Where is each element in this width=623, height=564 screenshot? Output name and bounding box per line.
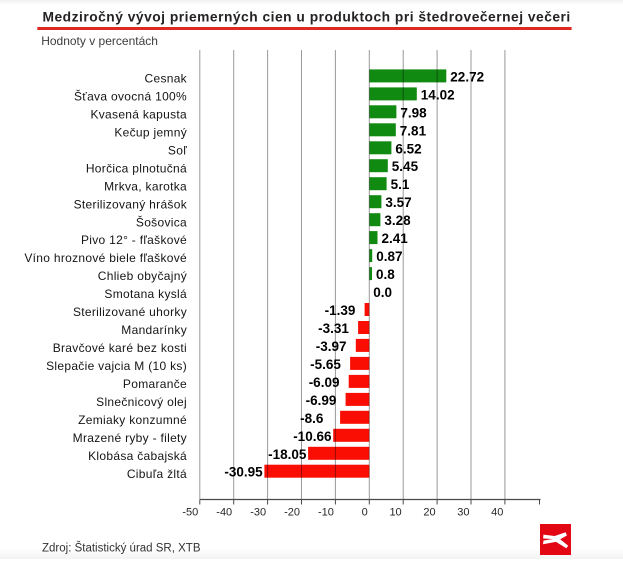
svg-text:-10: -10 — [318, 506, 334, 518]
svg-text:2.41: 2.41 — [382, 231, 409, 246]
svg-text:Sterilizovaný hrášok: Sterilizovaný hrášok — [74, 197, 188, 211]
svg-text:7.98: 7.98 — [400, 105, 427, 120]
svg-text:7.81: 7.81 — [400, 123, 427, 138]
svg-text:Zdroj: Štatistický úrad SR, XT: Zdroj: Štatistický úrad SR, XTB — [42, 542, 201, 555]
svg-text:0.87: 0.87 — [376, 249, 402, 264]
svg-text:Šťava ovocná 100%: Šťava ovocná 100% — [74, 89, 187, 104]
svg-text:-8.6: -8.6 — [300, 411, 324, 426]
svg-text:10: 10 — [389, 506, 401, 518]
svg-text:Hodnoty v percentách: Hodnoty v percentách — [41, 34, 158, 48]
svg-text:Klobása čabajská: Klobása čabajská — [88, 449, 187, 463]
svg-text:20: 20 — [423, 506, 435, 518]
svg-text:Cibuľa žltá: Cibuľa žltá — [127, 467, 187, 481]
svg-text:Bravčové karé bez kosti: Bravčové karé bez kosti — [53, 341, 187, 355]
svg-text:6.52: 6.52 — [395, 141, 421, 156]
svg-text:0: 0 — [362, 506, 368, 518]
svg-text:40: 40 — [491, 506, 503, 518]
svg-text:Soľ: Soľ — [168, 143, 187, 157]
svg-text:Smotana kyslá: Smotana kyslá — [104, 287, 187, 301]
svg-text:-5.65: -5.65 — [310, 357, 341, 372]
svg-text:Pomaranče: Pomaranče — [123, 377, 187, 391]
svg-text:Medziročný vývoj priemerných c: Medziročný vývoj priemerných cien u prod… — [43, 9, 571, 24]
svg-text:-6.99: -6.99 — [306, 393, 337, 408]
svg-text:-10.66: -10.66 — [293, 429, 332, 444]
svg-text:0.0: 0.0 — [373, 285, 392, 300]
svg-text:-1.39: -1.39 — [325, 303, 356, 318]
svg-text:-30.95: -30.95 — [224, 465, 263, 480]
svg-text:-40: -40 — [216, 506, 232, 518]
svg-text:Chlieb obyčajný: Chlieb obyčajný — [98, 269, 187, 283]
svg-text:-30: -30 — [250, 506, 266, 518]
svg-text:3.28: 3.28 — [384, 213, 411, 228]
svg-text:Sterilizované uhorky: Sterilizované uhorky — [73, 305, 187, 319]
svg-text:Mandarínky: Mandarínky — [121, 323, 187, 337]
svg-text:14.02: 14.02 — [421, 87, 455, 102]
svg-text:Horčica plnotučná: Horčica plnotučná — [86, 161, 187, 175]
svg-text:-3.97: -3.97 — [316, 339, 347, 354]
svg-text:-6.09: -6.09 — [309, 375, 340, 390]
svg-text:Kečup jemný: Kečup jemný — [114, 125, 187, 139]
svg-text:Kvasená kapusta: Kvasená kapusta — [90, 107, 187, 121]
svg-text:Zemiaky konzumné: Zemiaky konzumné — [78, 413, 187, 427]
svg-text:5.1: 5.1 — [391, 177, 410, 192]
svg-text:Mrkva, karotka: Mrkva, karotka — [104, 179, 187, 193]
svg-text:Cesnak: Cesnak — [145, 72, 188, 86]
svg-text:0.8: 0.8 — [376, 267, 395, 282]
svg-text:30: 30 — [457, 506, 469, 518]
svg-text:Pivo 12° - fľaškové: Pivo 12° - fľaškové — [81, 233, 187, 247]
svg-text:-18.05: -18.05 — [268, 447, 307, 462]
svg-text:Slnečnicový olej: Slnečnicový olej — [96, 395, 187, 409]
svg-text:Víno hroznové biele fľaškové: Víno hroznové biele fľaškové — [24, 251, 187, 265]
svg-text:Mrazené ryby - filety: Mrazené ryby - filety — [73, 431, 187, 445]
svg-text:22.72: 22.72 — [450, 69, 484, 84]
svg-text:-3.31: -3.31 — [318, 321, 349, 336]
svg-text:Šošovica: Šošovica — [136, 214, 187, 229]
svg-text:Slepačie vajcia M (10 ks): Slepačie vajcia M (10 ks) — [46, 359, 187, 373]
svg-text:-50: -50 — [182, 506, 198, 518]
svg-text:-20: -20 — [284, 506, 300, 518]
svg-text:3.57: 3.57 — [385, 195, 411, 210]
svg-text:5.45: 5.45 — [392, 159, 419, 174]
